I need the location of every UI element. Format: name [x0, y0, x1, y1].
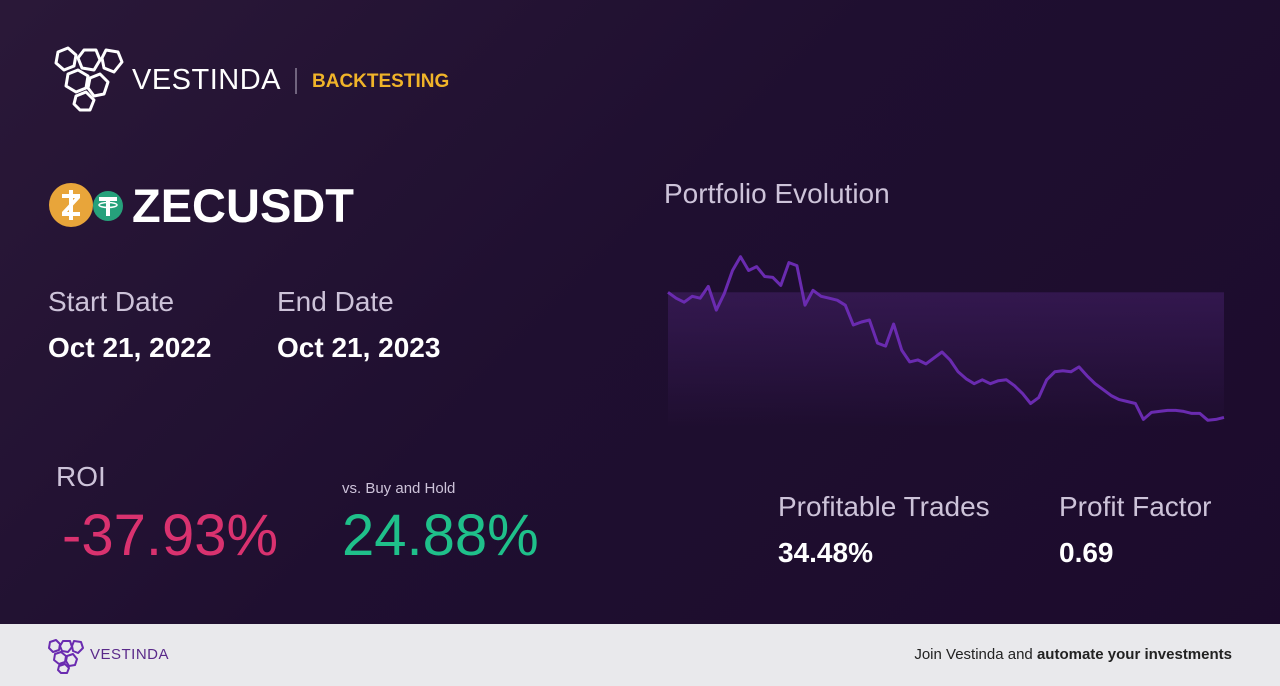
zec-icon: [49, 183, 93, 227]
stat-label: Profit Factor: [1059, 491, 1212, 522]
start-date: Oct 21, 2022: [48, 332, 212, 363]
footer-logo-icon: [48, 639, 84, 674]
footer: VESTINDA Join Vestinda and automate your…: [0, 624, 1280, 686]
compare-value: 24.88%: [342, 503, 539, 568]
roi-label: ROI: [56, 461, 106, 492]
pair: ZECUSDT: [132, 179, 354, 232]
canvas: [49, 46, 1225, 427]
usdt-icon: [93, 191, 123, 221]
start-label: Start Date: [48, 286, 175, 317]
compare-label: vs. Buy and Hold: [342, 480, 456, 497]
stat-value: 34.48%: [778, 537, 873, 568]
cta-bold: automate your investments: [1036, 646, 1232, 663]
stat-label: Profitable Trades: [778, 491, 990, 522]
end-date: Oct 21, 2023: [277, 332, 441, 363]
brand: VESTINDA: [132, 64, 282, 96]
baseline-area: [668, 292, 1224, 427]
footer-cta: Join Vestinda and automate your investme…: [914, 646, 1232, 663]
cta-text: Join Vestinda and: [914, 646, 1037, 663]
section: BACKTESTING: [312, 71, 450, 92]
roi-value: -37.93%: [62, 503, 279, 568]
logo-icon: [54, 46, 124, 112]
portfolio-line: [667, 255, 1225, 422]
end-label: End Date: [277, 286, 394, 317]
chart-title: Portfolio Evolution: [664, 178, 890, 209]
footer-brand: VESTINDA: [90, 646, 170, 663]
stat-value: 0.69: [1059, 537, 1114, 568]
